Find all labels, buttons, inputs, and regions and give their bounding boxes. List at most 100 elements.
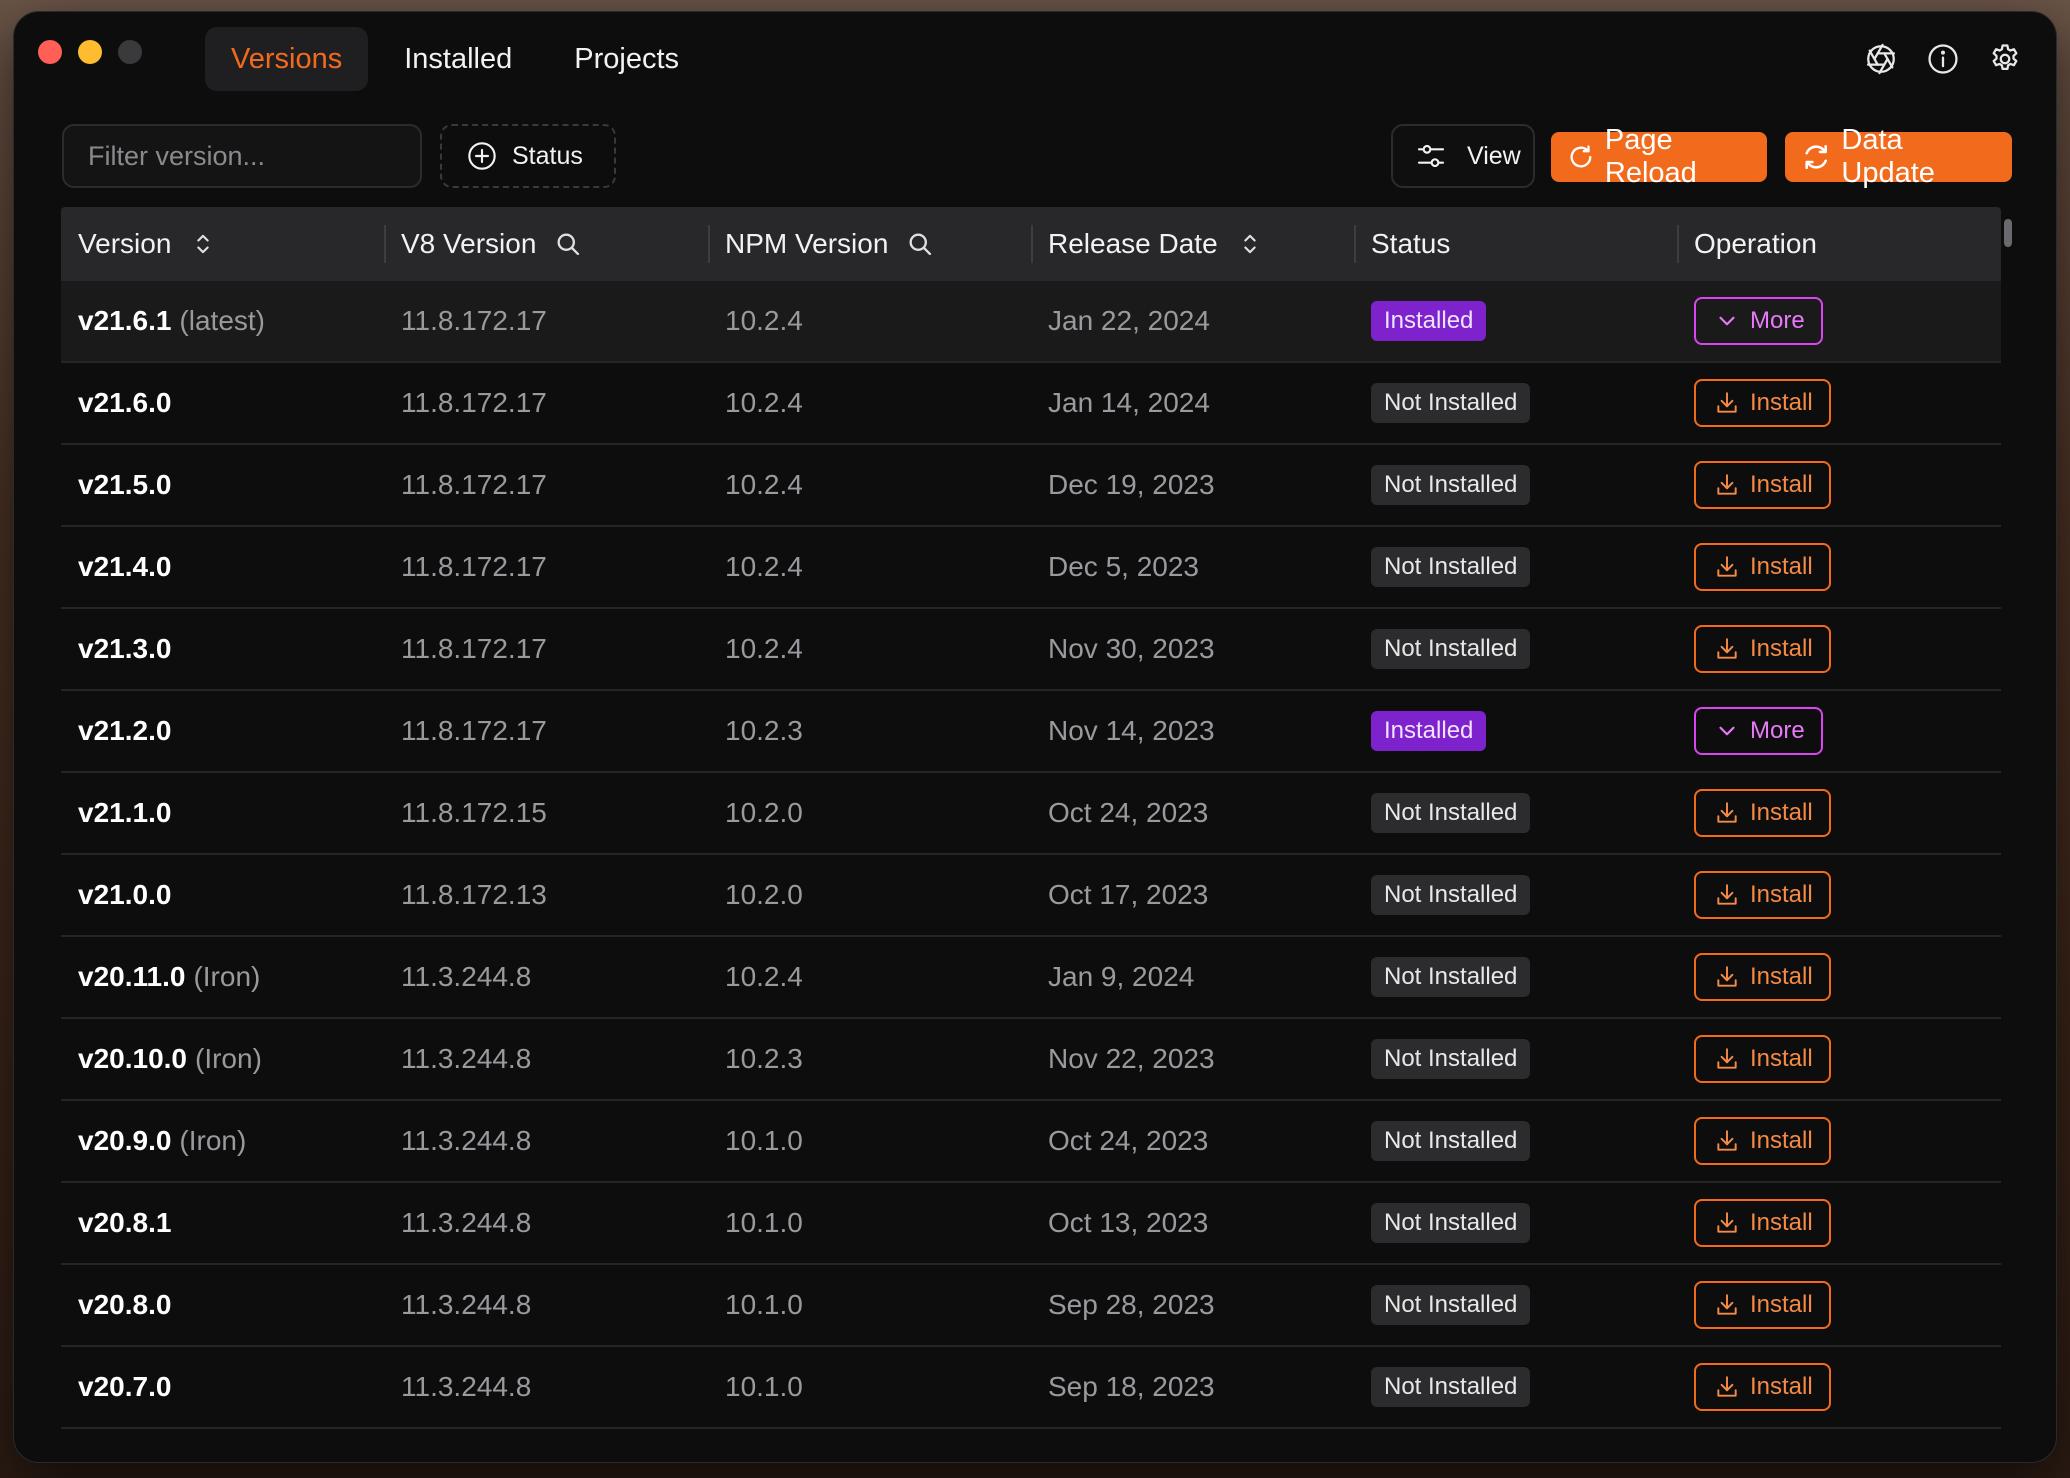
table-row: v20.8.1 11.3.244.8 10.1.0 Oct 13, 2023 N… (61, 1183, 2001, 1265)
status-badge: Not Installed (1371, 875, 1531, 915)
version-number: v20.8.0 (78, 1289, 172, 1320)
cell-v8-version: 11.8.172.17 (401, 387, 547, 418)
cell-release-date: Nov 14, 2023 (1048, 715, 1215, 746)
cell-v8-version: 11.3.244.8 (401, 1207, 532, 1238)
install-button[interactable]: Install (1694, 789, 1831, 837)
status-badge: Not Installed (1371, 547, 1531, 587)
cell-status: Not Installed (1354, 465, 1677, 505)
filter-version-input[interactable] (62, 124, 422, 188)
header-version[interactable]: Version (61, 207, 384, 281)
table-row: v20.7.0 11.3.244.8 10.1.0 Sep 18, 2023 N… (61, 1347, 2001, 1429)
main-tabs: Versions Installed Projects (205, 27, 705, 91)
install-button[interactable]: Install (1694, 543, 1831, 591)
cell-release-date: Nov 30, 2023 (1048, 633, 1215, 664)
cell-release-date: Oct 24, 2023 (1048, 797, 1209, 828)
cell-version: v20.8.0 (61, 1289, 384, 1321)
cell-v8-version: 11.3.244.8 (401, 961, 532, 992)
download-icon (1714, 1128, 1740, 1154)
cell-npm-version: 10.1.0 (725, 1371, 803, 1402)
cell-npm-version: 10.2.0 (725, 879, 803, 910)
header-npm-version[interactable]: NPM Version (708, 207, 1031, 281)
install-button[interactable]: Install (1694, 1199, 1831, 1247)
app-window: Versions Installed Projects (13, 11, 2057, 1463)
cell-release-date: Oct 24, 2023 (1048, 1125, 1209, 1156)
cell-operation: Install (1677, 543, 2001, 591)
status-filter-button[interactable]: Status (440, 124, 616, 188)
window-close-button[interactable] (38, 40, 62, 64)
cell-version: v20.10.0 (Iron) (61, 1043, 384, 1075)
install-button[interactable]: Install (1694, 953, 1831, 1001)
cell-status: Not Installed (1354, 1121, 1677, 1161)
cell-status: Not Installed (1354, 793, 1677, 833)
header-release-label: Release Date (1048, 228, 1218, 259)
operation-label: Install (1750, 1127, 1813, 1154)
operation-label: Install (1750, 1373, 1813, 1400)
cell-npm-version: 10.2.4 (725, 633, 803, 664)
cell-v8-version: 11.3.244.8 (401, 1125, 532, 1156)
cell-v8-version: 11.3.244.8 (401, 1043, 532, 1074)
window-minimize-button[interactable] (78, 40, 102, 64)
cell-version: v20.9.0 (Iron) (61, 1125, 384, 1157)
status-badge: Installed (1371, 301, 1487, 341)
tab-installed[interactable]: Installed (404, 42, 513, 75)
cell-release-date: Sep 18, 2023 (1048, 1371, 1215, 1402)
download-icon (1714, 554, 1740, 580)
header-v8-version[interactable]: V8 Version (384, 207, 708, 281)
version-number: v20.10.0 (78, 1043, 187, 1074)
install-button[interactable]: Install (1694, 1035, 1831, 1083)
gear-icon[interactable] (1988, 42, 2022, 76)
install-button[interactable]: Install (1694, 871, 1831, 919)
more-button[interactable]: More (1694, 707, 1823, 755)
cell-npm-version: 10.2.4 (725, 305, 803, 336)
cell-version: v21.6.1 (latest) (61, 305, 384, 337)
install-button[interactable]: Install (1694, 1363, 1831, 1411)
search-icon (909, 233, 932, 256)
install-button[interactable]: Install (1694, 1117, 1831, 1165)
cell-npm-version: 10.1.0 (725, 1207, 803, 1238)
table-scrollbar[interactable] (2004, 219, 2012, 247)
download-icon (1714, 1374, 1740, 1400)
window-maximize-button[interactable] (118, 40, 142, 64)
plus-circle-icon (468, 142, 496, 170)
cell-npm-version: 10.2.4 (725, 551, 803, 582)
info-icon[interactable] (1926, 42, 1960, 76)
title-bar: Versions Installed Projects (14, 12, 2056, 112)
sliders-icon (1417, 144, 1445, 168)
install-button[interactable]: Install (1694, 461, 1831, 509)
table-row: v21.5.0 11.8.172.17 10.2.4 Dec 19, 2023 … (61, 445, 2001, 527)
cell-operation: Install (1677, 461, 2001, 509)
cell-v8-version: 11.8.172.13 (401, 879, 547, 910)
version-number: v21.0.0 (78, 879, 172, 910)
cell-npm-version: 10.2.0 (725, 797, 803, 828)
operation-label: Install (1750, 635, 1813, 662)
cell-status: Not Installed (1354, 629, 1677, 669)
page-reload-button[interactable]: Page Reload (1551, 124, 1767, 189)
cell-v8-version: 11.3.244.8 (401, 1371, 532, 1402)
install-button[interactable]: Install (1694, 379, 1831, 427)
tab-projects[interactable]: Projects (574, 42, 680, 75)
reload-icon (1570, 145, 1592, 168)
header-release-date[interactable]: Release Date (1031, 207, 1354, 281)
header-version-label: Version (78, 228, 172, 259)
cell-operation: Install (1677, 625, 2001, 673)
install-button[interactable]: Install (1694, 625, 1831, 673)
operation-label: Install (1750, 881, 1813, 908)
cell-version: v20.7.0 (61, 1371, 384, 1403)
cell-npm-version: 10.2.3 (725, 715, 803, 746)
cell-v8-version: 11.8.172.17 (401, 305, 547, 336)
status-badge: Not Installed (1371, 383, 1531, 423)
table-row: v21.6.1 (latest) 11.8.172.17 10.2.4 Jan … (61, 281, 2001, 363)
search-icon (557, 233, 580, 256)
cell-release-date: Jan 22, 2024 (1048, 305, 1210, 336)
table-row: v21.6.0 11.8.172.17 10.2.4 Jan 14, 2024 … (61, 363, 2001, 445)
cell-v8-version: 11.8.172.15 (401, 797, 547, 828)
cell-status: Not Installed (1354, 547, 1677, 587)
more-button[interactable]: More (1694, 297, 1823, 345)
data-update-button[interactable]: Data Update (1785, 124, 2012, 189)
version-number: v21.6.1 (78, 305, 172, 336)
view-options-button[interactable]: View (1391, 124, 1535, 188)
install-button[interactable]: Install (1694, 1281, 1831, 1329)
operation-label: Install (1750, 799, 1813, 826)
tab-versions[interactable]: Versions (205, 27, 369, 91)
aperture-icon[interactable] (1864, 42, 1898, 76)
